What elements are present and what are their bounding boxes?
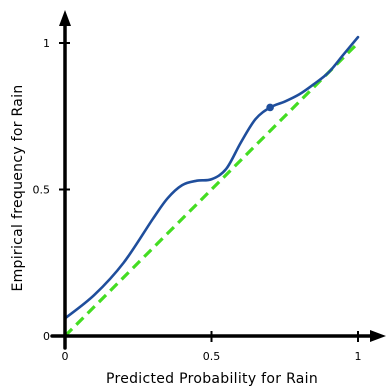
highlight-point [266,103,274,112]
ticks-layer: 0 0.5 1 0 0.5 1 [33,37,362,363]
lines-layer [63,35,360,338]
y-tick-label: 0 [43,330,50,343]
y-axis-arrow [59,10,71,26]
y-tick-label: 0.5 [33,184,51,197]
x-axis-title: Predicted Probability for Rain [106,371,318,386]
x-tick-label: 0.5 [203,350,221,363]
y-axis-title: Empirical frequency for Rain [10,84,26,291]
reference-diagonal-line [63,41,360,338]
x-tick-label: 1 [355,350,362,363]
x-axis-arrow [370,330,386,342]
axes-layer [50,10,386,350]
y-tick-label: 1 [43,37,50,50]
x-tick-label: 0 [62,350,69,363]
calibration-curve-line [63,35,360,320]
